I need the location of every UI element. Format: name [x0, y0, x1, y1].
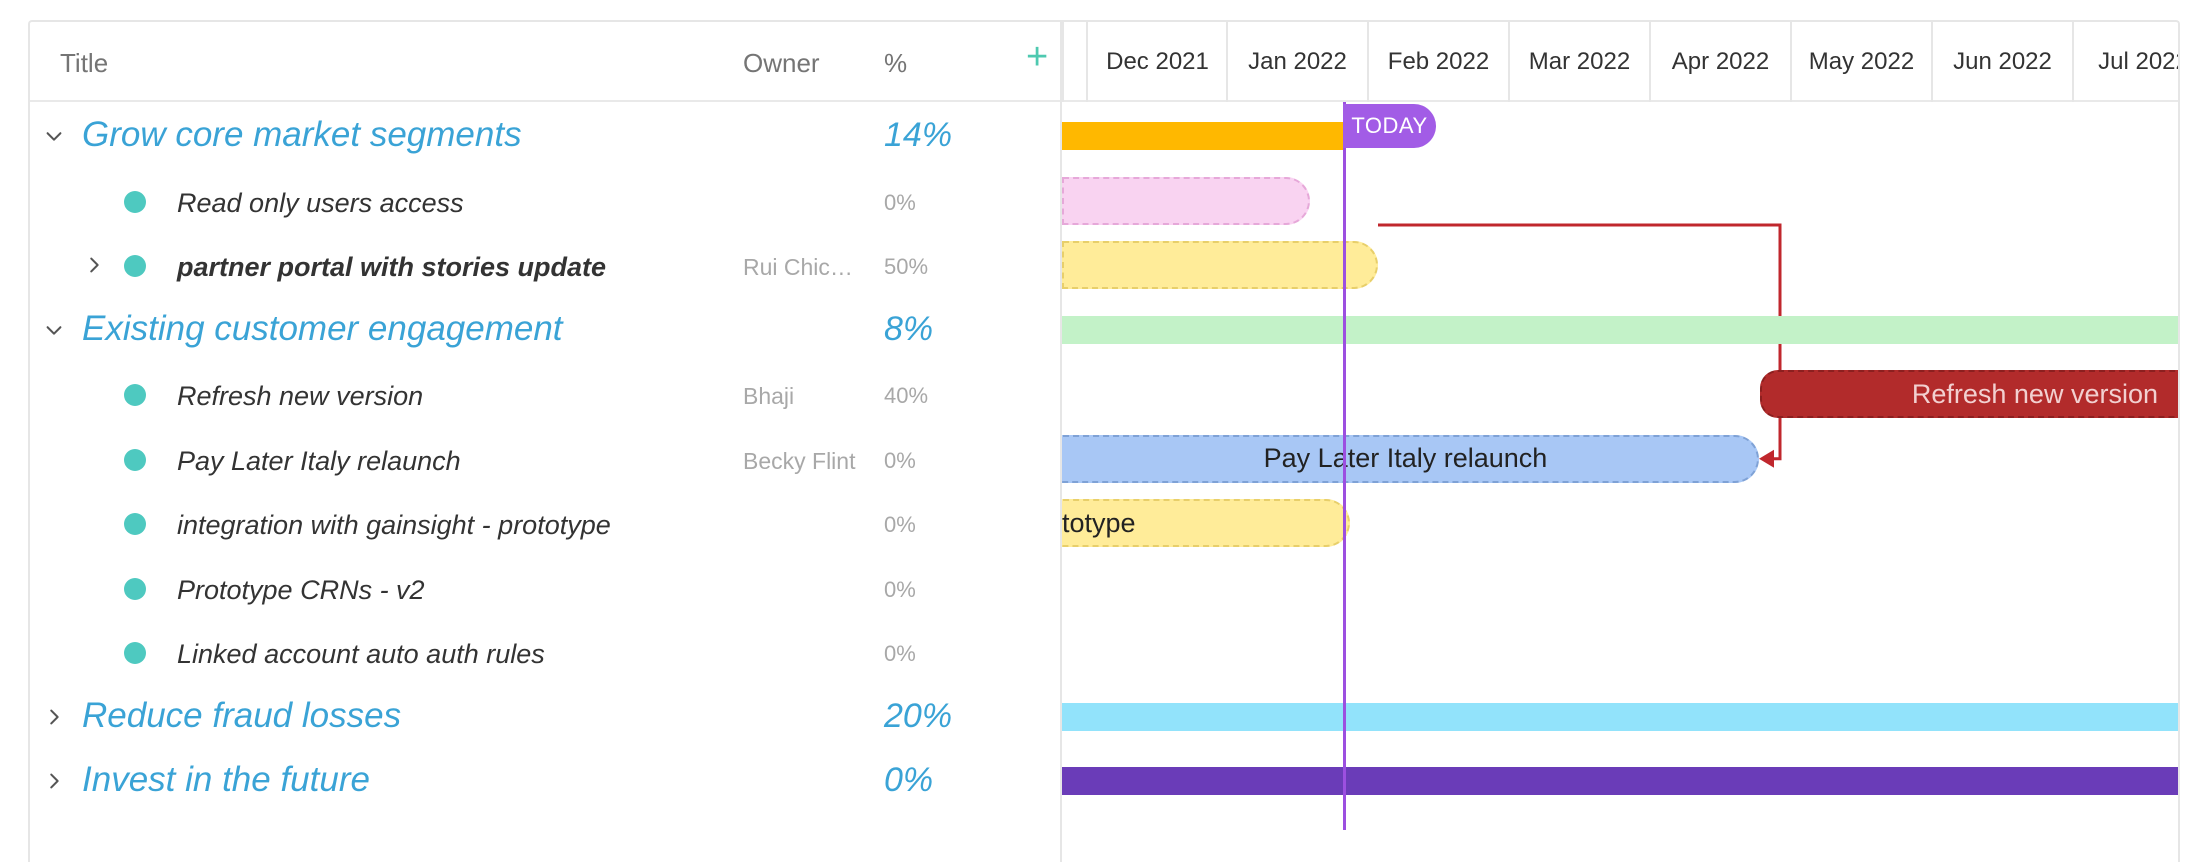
chevron-down-icon[interactable] — [38, 312, 70, 348]
row-title[interactable]: Pay Later Italy relaunch — [177, 445, 461, 476]
gantt-bar-row-10[interactable] — [1062, 767, 2178, 796]
bar-label: Pay Later Italy relaunch — [1263, 443, 1548, 474]
month-header-mar-2022: Mar 2022 — [1508, 22, 1649, 102]
gantt-bar-totype[interactable]: totype — [1062, 499, 1350, 548]
group-row-existing-customer-engagement[interactable]: Existing customer engagement 8% — [30, 298, 1060, 362]
chevron-right-icon[interactable] — [78, 247, 110, 283]
today-marker-line — [1343, 102, 1346, 830]
row-percent[interactable]: 50% — [884, 254, 929, 279]
row-title[interactable]: Linked account auto auth rules — [177, 639, 545, 669]
bar-label: Refresh new version — [1911, 378, 2158, 409]
gantt-bar-row-2[interactable] — [1062, 241, 1378, 290]
today-badge: TODAY — [1343, 104, 1436, 148]
row-percent[interactable]: 0% — [884, 447, 916, 473]
row-percent[interactable]: 0% — [884, 761, 934, 799]
timeline-header: Dec 2021 Jan 2022 Feb 2022 Mar 2022 Apr 2022… — [1062, 22, 2178, 102]
status-dot-icon — [124, 448, 146, 471]
chevron-right-icon[interactable] — [38, 699, 70, 735]
row-title[interactable]: Read only users access — [177, 187, 464, 218]
group-row-invest-in-the-future[interactable]: Invest in the future 0% — [30, 749, 1060, 813]
column-header-title[interactable]: Title — [60, 48, 109, 78]
add-column-button[interactable]: + — [1026, 36, 1049, 78]
row-percent[interactable]: 0% — [884, 576, 916, 602]
row-owner[interactable]: Bhaji — [743, 383, 795, 409]
chevron-down-icon[interactable] — [38, 118, 70, 154]
row-percent[interactable]: 8% — [884, 309, 934, 348]
column-header-owner[interactable]: Owner — [743, 48, 820, 78]
status-dot-icon — [124, 513, 146, 535]
month-header-may-2022: May 2022 — [1790, 22, 1931, 102]
bars-layer: Refresh new version Pay Later Italy relau… — [1062, 22, 2178, 862]
task-row-read-only-users-access[interactable]: Read only users access 0% — [30, 169, 1060, 233]
month-header-jun-2022: Jun 2022 — [1931, 22, 2072, 102]
status-dot-icon — [124, 255, 146, 277]
roadmap-panel: Title Owner % + Grow core market segment… — [28, 20, 2180, 862]
gantt-bar-pay-later-italy-relaunch[interactable]: Pay Later Italy relaunch — [1062, 434, 1759, 483]
gantt-bar-row-0[interactable] — [1062, 122, 1344, 151]
row-title[interactable]: integration with gainsight - prototype — [177, 510, 611, 540]
row-title[interactable]: partner portal with stories update — [177, 252, 607, 282]
row-title[interactable]: Invest in the future — [82, 760, 370, 799]
task-row-pay-later-italy-relaunch[interactable]: Pay Later Italy relaunch Becky Flint 0% — [30, 427, 1060, 491]
row-title[interactable]: Reduce fraud losses — [82, 695, 402, 735]
group-row-grow-core-market-segments[interactable]: Grow core market segments 14% — [30, 104, 1060, 168]
row-percent[interactable]: 40% — [884, 383, 929, 408]
month-divider — [1062, 22, 1064, 102]
grid-header: Title Owner % + — [30, 22, 1060, 102]
task-row-partner-portal-with-stories-update[interactable]: partner portal with stories update Rui Ch… — [30, 233, 1060, 297]
row-title[interactable]: Prototype CRNs - v2 — [177, 574, 425, 605]
row-owner[interactable]: Becky Flint — [743, 447, 856, 474]
group-row-reduce-fraud-losses[interactable]: Reduce fraud losses 20% — [30, 685, 1060, 749]
task-grid: Title Owner % + Grow core market segment… — [30, 22, 1062, 862]
status-dot-icon — [124, 642, 146, 664]
row-percent[interactable]: 0% — [884, 189, 916, 215]
dependency-arrowhead-icon — [1759, 449, 1774, 468]
bar-label: totype — [1062, 507, 1136, 538]
status-dot-icon — [124, 384, 146, 406]
month-header-jul-2022: Jul 2022 — [2072, 22, 2178, 102]
column-header-percent[interactable]: % — [884, 48, 908, 78]
status-dot-icon — [124, 190, 146, 213]
row-percent[interactable]: 14% — [884, 116, 953, 154]
row-title[interactable]: Grow core market segments — [82, 115, 522, 154]
row-percent[interactable]: 20% — [884, 696, 953, 735]
row-title[interactable]: Existing customer engagement — [82, 308, 563, 348]
status-dot-icon — [124, 577, 146, 600]
gantt-bar-row-3[interactable] — [1062, 315, 2178, 344]
row-percent[interactable]: 0% — [884, 512, 916, 537]
gantt-timeline: Dec 2021 Jan 2022 Feb 2022 Mar 2022 Apr 2022… — [1062, 22, 2178, 862]
task-row-prototype-crns-v2[interactable]: Prototype CRNs - v2 0% — [30, 556, 1060, 620]
month-header-dec-2021: Dec 2021 — [1086, 22, 1227, 102]
chevron-right-icon[interactable] — [38, 763, 70, 799]
row-owner[interactable]: Rui Chic… — [743, 254, 853, 280]
task-row-refresh-new-version[interactable]: Refresh new version Bhaji 40% — [30, 362, 1060, 426]
month-header-jan-2022: Jan 2022 — [1226, 22, 1367, 102]
task-row-integration-with-gainsight-prototype[interactable]: integration with gainsight - prototype 0% — [30, 491, 1060, 555]
gantt-bar-refresh-new-version[interactable]: Refresh new version — [1760, 370, 2178, 419]
gantt-bar-row-9[interactable] — [1062, 702, 2178, 731]
row-title[interactable]: Refresh new version — [177, 381, 424, 411]
row-percent[interactable]: 0% — [884, 641, 916, 666]
gantt-bar-row-1[interactable] — [1062, 176, 1310, 225]
month-header-feb-2022: Feb 2022 — [1367, 22, 1508, 102]
month-header-apr-2022: Apr 2022 — [1649, 22, 1790, 102]
task-row-linked-account-auto-auth-rules[interactable]: Linked account auto auth rules 0% — [30, 620, 1060, 684]
